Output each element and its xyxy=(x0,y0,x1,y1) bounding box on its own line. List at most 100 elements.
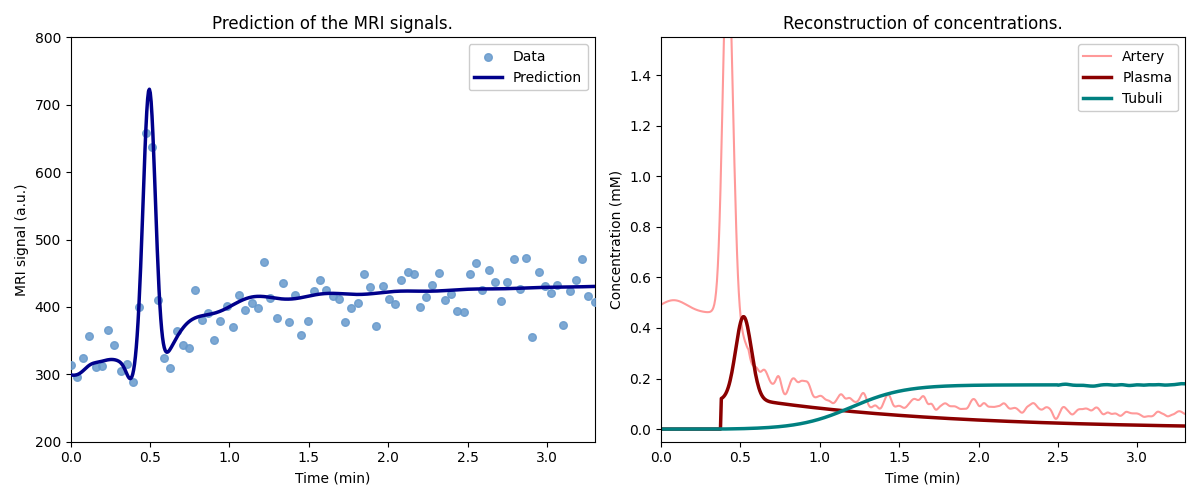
Artery xyxy=(654,302,668,308)
Data xyxy=(479,266,498,274)
Data xyxy=(560,287,580,295)
Data xyxy=(342,304,361,312)
Data xyxy=(67,374,86,382)
Line: Tubuli: Tubuli xyxy=(661,384,1186,429)
Legend: Artery, Plasma, Tubuli: Artery, Plasma, Tubuli xyxy=(1078,44,1178,112)
Data xyxy=(229,290,248,298)
Data xyxy=(461,270,480,278)
Data xyxy=(292,330,311,338)
Data xyxy=(547,282,566,290)
Plasma xyxy=(1049,420,1063,426)
Data xyxy=(242,298,262,306)
Tubuli xyxy=(890,388,905,394)
Artery xyxy=(1004,406,1019,411)
Data xyxy=(173,341,192,349)
Data xyxy=(235,306,254,314)
Data xyxy=(142,144,161,152)
Data xyxy=(436,296,455,304)
Data xyxy=(523,333,542,341)
Data xyxy=(391,276,410,283)
Data xyxy=(430,268,449,276)
Data xyxy=(217,302,236,310)
Title: Prediction of the MRI signals.: Prediction of the MRI signals. xyxy=(212,15,454,33)
Data xyxy=(118,360,137,368)
Tubuli xyxy=(1003,382,1018,388)
X-axis label: Time (min): Time (min) xyxy=(886,471,961,485)
Data xyxy=(186,286,205,294)
Data xyxy=(61,362,80,370)
Data xyxy=(467,260,486,268)
Data xyxy=(266,314,286,322)
Data xyxy=(211,318,230,326)
Data xyxy=(360,284,379,292)
Data xyxy=(161,364,180,372)
Data xyxy=(180,344,199,352)
Data xyxy=(367,322,386,330)
Legend: Data, Prediction: Data, Prediction xyxy=(469,44,588,90)
Y-axis label: MRI signal (a.u.): MRI signal (a.u.) xyxy=(16,184,29,296)
Prediction xyxy=(415,288,430,294)
Data xyxy=(86,363,106,371)
Data xyxy=(586,298,605,306)
Data xyxy=(529,268,548,276)
Artery xyxy=(892,403,906,409)
Prediction xyxy=(200,312,215,318)
Data xyxy=(354,270,373,278)
Data xyxy=(336,318,355,326)
Data xyxy=(554,320,574,328)
Data xyxy=(510,285,529,293)
Artery xyxy=(748,364,762,370)
Data xyxy=(104,341,124,349)
Data xyxy=(516,254,535,262)
Data xyxy=(317,286,336,294)
Data xyxy=(149,296,168,304)
Data xyxy=(492,297,511,305)
Data xyxy=(504,256,523,264)
Plasma xyxy=(964,416,978,422)
Data xyxy=(323,292,342,300)
Data xyxy=(223,322,242,330)
Artery xyxy=(1178,411,1193,417)
Data xyxy=(136,128,155,136)
X-axis label: Time (min): Time (min) xyxy=(295,471,371,485)
Data xyxy=(92,362,112,370)
Tubuli xyxy=(1049,382,1063,388)
Data xyxy=(260,294,280,302)
Artery xyxy=(1050,415,1064,421)
Tubuli xyxy=(788,422,803,428)
Data xyxy=(473,286,492,294)
Data xyxy=(416,293,436,301)
Prediction xyxy=(588,284,602,290)
Data xyxy=(454,308,473,316)
Plasma xyxy=(748,366,762,372)
Plasma xyxy=(892,412,906,418)
Data xyxy=(286,290,305,298)
Data xyxy=(442,290,461,298)
Plasma xyxy=(1004,418,1019,424)
Plasma xyxy=(654,426,668,432)
Data xyxy=(572,255,592,263)
Tubuli xyxy=(1175,380,1189,386)
Data xyxy=(198,310,217,318)
Data xyxy=(124,378,143,386)
Y-axis label: Concentration (mM): Concentration (mM) xyxy=(610,170,624,309)
Data xyxy=(305,288,324,296)
Prediction xyxy=(142,86,156,92)
Data xyxy=(373,282,392,290)
Data xyxy=(248,304,268,312)
Data xyxy=(280,318,299,326)
Prediction xyxy=(122,376,137,382)
Data xyxy=(398,268,418,276)
Prediction xyxy=(64,372,78,378)
Tubuli xyxy=(1178,381,1193,387)
Artery xyxy=(1049,416,1063,422)
Title: Reconstruction of concentrations.: Reconstruction of concentrations. xyxy=(784,15,1063,33)
Line: Plasma: Plasma xyxy=(661,316,1186,429)
Data xyxy=(448,306,467,314)
Data xyxy=(578,292,598,300)
Data xyxy=(73,354,92,362)
Data xyxy=(329,295,348,303)
Artery xyxy=(790,378,804,384)
Prediction xyxy=(302,293,317,299)
Data xyxy=(274,280,293,287)
